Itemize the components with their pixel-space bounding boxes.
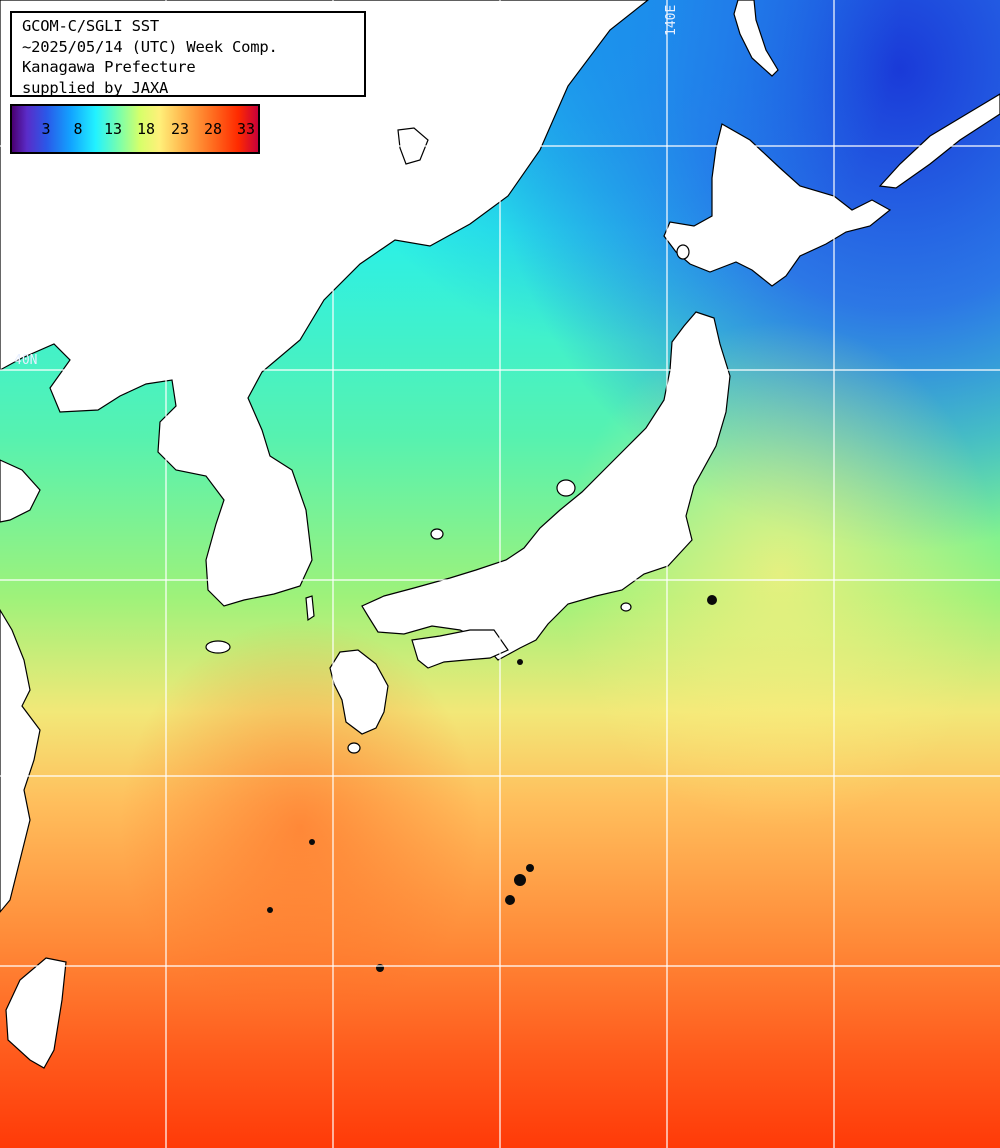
lat-label-40n: 40N — [14, 353, 38, 368]
temperature-colorbar: 3 8 13 18 23 28 33 — [10, 104, 260, 154]
land-china-south — [0, 608, 41, 913]
land-taiwan — [5, 957, 67, 1069]
land-izu-oshima — [620, 602, 632, 612]
land-shikoku — [411, 629, 509, 669]
info-date: ~2025/05/14 (UTC) Week Comp. — [22, 37, 278, 56]
legend-tick: 13 — [103, 120, 123, 138]
info-supplier: supplied by JAXA — [22, 78, 169, 97]
land-china-coast — [0, 459, 41, 523]
land-hokkaido — [663, 123, 892, 287]
land-honshu — [361, 311, 731, 661]
legend-tick: 23 — [170, 120, 190, 138]
cloud-specks — [267, 595, 717, 972]
land-rishiri — [676, 244, 690, 260]
info-region: Kanagawa Prefecture — [22, 58, 196, 76]
land-sado — [556, 479, 576, 497]
land-yakushima — [347, 742, 361, 754]
land-kuril — [878, 93, 1000, 189]
legend-tick: 28 — [203, 120, 223, 138]
land-tsushima — [305, 595, 315, 622]
land-sakhalin — [733, 0, 779, 77]
legend-tick: 33 — [236, 120, 256, 138]
info-box: GCOM-C/SGLI SST ~2025/05/14 (UTC) Week C… — [10, 11, 366, 97]
legend-tick: 18 — [136, 120, 156, 138]
info-product-title: GCOM-C/SGLI SST — [22, 17, 159, 35]
land-oki — [430, 528, 444, 540]
land-jeju — [205, 640, 231, 654]
lon-label-140e: 140E — [664, 4, 679, 36]
legend-tick: 8 — [73, 120, 83, 138]
legend-tick: 3 — [41, 120, 51, 138]
